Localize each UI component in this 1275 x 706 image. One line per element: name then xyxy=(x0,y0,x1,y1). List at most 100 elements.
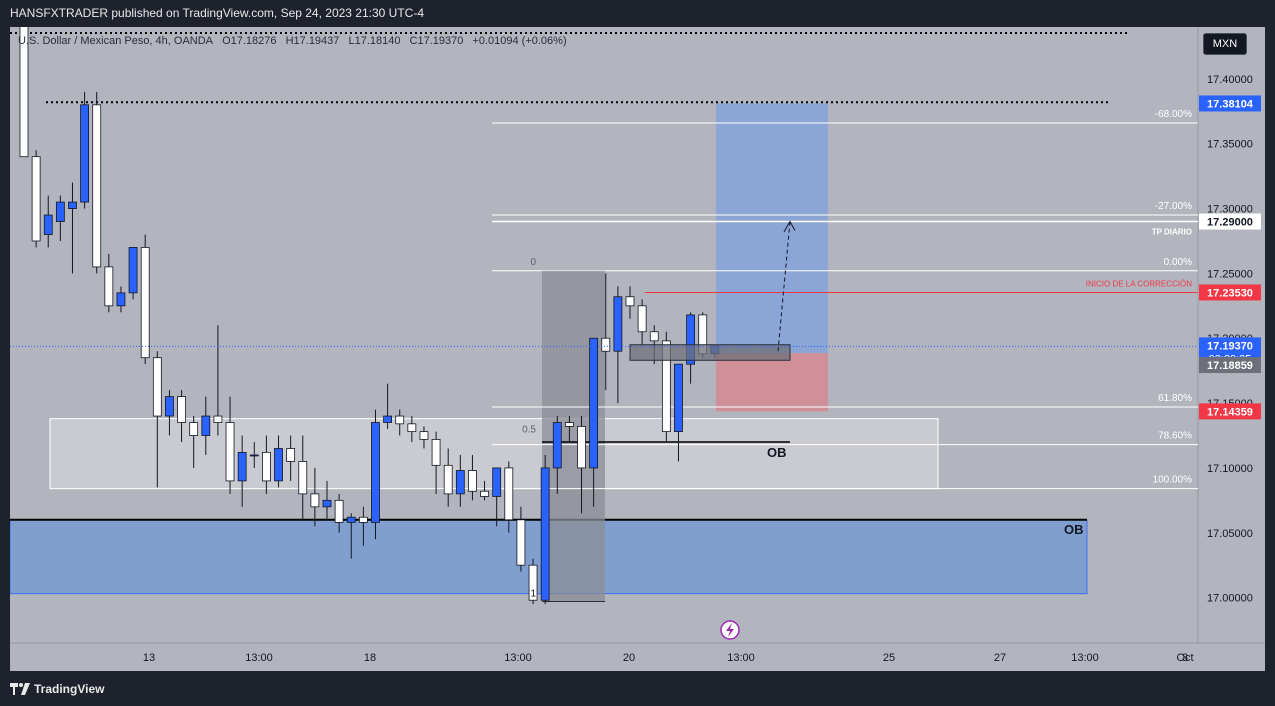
y-tick-label: 17.10000 xyxy=(1207,463,1253,475)
x-tick-label: 18 xyxy=(364,652,376,664)
position-loss-zone xyxy=(716,353,828,412)
time-axis-background xyxy=(10,643,1265,671)
price-chart[interactable]: -68.00% -27.00% 0.00% 61.80% 78.60% 100.00% TP… xyxy=(10,27,1265,671)
badge-target-bg xyxy=(1199,95,1261,112)
candle-body xyxy=(80,104,89,203)
y-tick-label: 17.40000 xyxy=(1207,74,1253,86)
candle-body xyxy=(322,499,332,508)
y-tick-label: 17.05000 xyxy=(1207,528,1253,540)
symbol-name: U.S. Dollar / Mexican Peso, 4h, OANDA xyxy=(18,35,214,47)
candle-body xyxy=(455,470,465,495)
candle-body xyxy=(43,214,53,235)
badge-stop-bg xyxy=(1199,403,1261,420)
candle-body xyxy=(686,314,695,365)
ohlc-open: O17.18276 xyxy=(222,35,277,47)
y-tick-label: 17.35000 xyxy=(1207,139,1253,151)
fib-level-label-2: 0.00% xyxy=(1164,257,1192,268)
candle-body xyxy=(540,467,550,601)
candle-body xyxy=(674,363,683,433)
x-tick-label: 25 xyxy=(883,652,895,664)
ohlc-change: +0.01094 (+0.06%) xyxy=(472,35,567,47)
candle-body xyxy=(383,415,393,423)
candle-body xyxy=(286,448,296,462)
ohlc-close: C17.19370 xyxy=(409,35,464,47)
candle-body xyxy=(189,422,199,436)
badge-tp: 17.29000 xyxy=(1207,217,1253,229)
candle-body xyxy=(613,296,623,352)
badge-correction-bg xyxy=(1199,284,1261,301)
candle-body xyxy=(468,470,477,492)
candle-body xyxy=(31,156,41,242)
badge-target: 17.38104 xyxy=(1207,98,1254,110)
candle-body xyxy=(407,423,417,433)
candle-body xyxy=(152,357,162,417)
candle-body xyxy=(358,516,368,523)
candle-body xyxy=(601,337,611,352)
currency-badge[interactable]: MXN xyxy=(1203,33,1247,55)
candle-body xyxy=(649,331,659,342)
price-axis-background xyxy=(1198,27,1265,643)
candle-body xyxy=(104,266,114,307)
tp-diario-label: TP DIARIO xyxy=(1152,228,1192,237)
x-tick-label: 13:00 xyxy=(504,652,532,664)
badge-entry: 17.18859 xyxy=(1207,360,1253,372)
fib-level-label-3: 61.80% xyxy=(1158,393,1192,404)
candle-body xyxy=(249,454,259,457)
candle-body xyxy=(225,422,235,482)
candle-body xyxy=(661,340,671,433)
publisher-header: HANSFXTRADER published on TradingView.co… xyxy=(10,6,424,20)
candle-body xyxy=(165,396,174,417)
candle-body xyxy=(68,201,77,209)
fib-level-label-4: 78.60% xyxy=(1158,431,1192,442)
projection-arrow xyxy=(777,221,791,352)
candle-body xyxy=(371,422,380,523)
candle-body xyxy=(395,415,405,425)
fib-label-0: 0 xyxy=(530,257,536,268)
candle-body xyxy=(237,451,247,482)
fib-level-label-1: -27.00% xyxy=(1155,201,1192,212)
candle-body xyxy=(431,438,441,466)
candle-body xyxy=(419,431,429,440)
ob-lower-label: OB xyxy=(1064,522,1084,537)
candle-body xyxy=(298,461,308,495)
ohlc-high: H17.19437 xyxy=(285,35,340,47)
ohlc-low: L17.18140 xyxy=(348,35,401,47)
x-tick-label: 13:00 xyxy=(727,652,755,664)
x-tick-label: 27 xyxy=(994,652,1006,664)
badge-current: 17.19370 xyxy=(1207,340,1253,352)
candle-body xyxy=(589,337,599,469)
chart-area[interactable]: -68.00% -27.00% 0.00% 61.80% 78.60% 100.00% TP… xyxy=(10,27,1265,671)
candle-body xyxy=(480,490,489,497)
fib-level-label-5: 100.00% xyxy=(1153,475,1193,486)
position-profit-zone xyxy=(716,103,828,354)
candle-body xyxy=(140,247,150,359)
footer: TradingView xyxy=(10,680,104,698)
badge-tp-bg xyxy=(1199,213,1261,230)
x-tick-label: 13:00 xyxy=(245,652,273,664)
fib-label-1: 1 xyxy=(530,589,536,600)
candle-body xyxy=(492,467,502,497)
x-tick-label: 13:00 xyxy=(1071,652,1099,664)
candle-body xyxy=(128,247,138,294)
candle-body xyxy=(201,415,211,436)
candle-body xyxy=(552,422,562,469)
x-tick-label: 3 xyxy=(1182,652,1188,664)
candle-body xyxy=(346,516,356,523)
lightning-bolt-icon xyxy=(726,623,734,637)
candle-body xyxy=(577,426,586,469)
x-tick-label: 20 xyxy=(623,652,635,664)
candle-body xyxy=(310,493,320,508)
candle-body xyxy=(261,451,271,482)
symbol-info: U.S. Dollar / Mexican Peso, 4h, OANDA O1… xyxy=(18,35,573,47)
candle-body xyxy=(55,201,65,222)
fib-level-label-0: -68.00% xyxy=(1155,109,1192,120)
correction-label: INICIO DE LA CORRECCIÓN xyxy=(1086,279,1192,288)
candle-body xyxy=(565,422,574,427)
projection-arrowhead xyxy=(783,220,796,233)
tradingview-logo-icon xyxy=(10,683,30,695)
candle-body xyxy=(116,292,126,307)
badge-correction: 17.23530 xyxy=(1207,287,1253,299)
candle-body xyxy=(334,499,344,523)
candle-body xyxy=(19,27,29,158)
ob-upper-label: OB xyxy=(767,445,787,460)
